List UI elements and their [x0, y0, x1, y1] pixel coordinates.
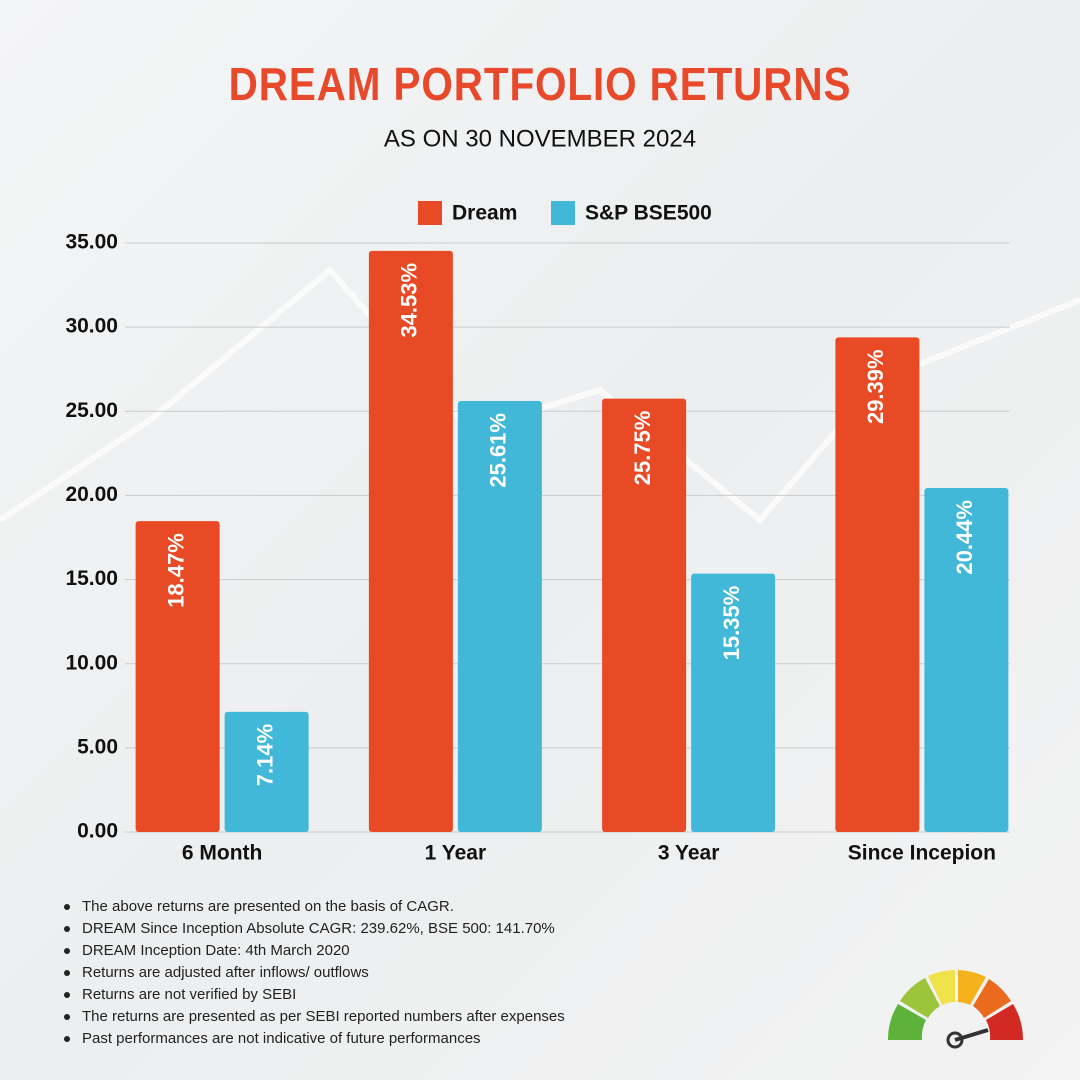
y-tick-label: 25.00: [65, 399, 118, 422]
value-label: 29.39%: [863, 349, 888, 424]
bar: [691, 573, 776, 832]
y-tick-label: 0.00: [77, 820, 118, 843]
bullet: [64, 992, 70, 998]
y-tick-label: 5.00: [77, 735, 118, 758]
chart-subtitle: AS ON 30 NOVEMBER 2024: [384, 125, 696, 152]
note: Returns are not verified by SEBI: [82, 986, 296, 1003]
value-label: 20.44%: [952, 500, 977, 575]
bar: [602, 398, 687, 832]
bullet: [64, 948, 70, 954]
legend-label: Dream: [452, 202, 517, 225]
bar: [457, 401, 542, 832]
bar: [368, 250, 453, 832]
bar: [135, 521, 220, 832]
bullet: [64, 970, 70, 976]
x-tick-label: 3 Year: [658, 842, 720, 865]
bullet: [64, 904, 70, 910]
value-label: 25.75%: [630, 411, 655, 486]
value-label: 15.35%: [719, 586, 744, 661]
note: DREAM Inception Date: 4th March 2020: [82, 942, 350, 959]
gauge-icon: [887, 970, 1024, 1049]
note: The above returns are presented on the b…: [82, 898, 454, 915]
value-label: 7.14%: [252, 724, 277, 786]
bullet: [64, 1014, 70, 1020]
y-tick-label: 15.00: [65, 567, 118, 590]
value-label: 25.61%: [486, 413, 511, 488]
note: The returns are presented as per SEBI re…: [82, 1008, 565, 1025]
x-tick-label: 1 Year: [425, 842, 487, 865]
bar: [924, 488, 1009, 832]
legend-label: S&P BSE500: [585, 202, 712, 225]
legend-swatch: [418, 201, 442, 225]
note: Past performances are not indicative of …: [82, 1030, 481, 1047]
x-tick-label: 6 Month: [182, 842, 262, 865]
legend-swatch: [551, 201, 575, 225]
bullet: [64, 926, 70, 932]
y-tick-label: 10.00: [65, 651, 118, 674]
bar: [224, 711, 309, 832]
y-tick-label: 35.00: [65, 231, 118, 254]
value-label: 18.47%: [163, 533, 188, 608]
value-label: 34.53%: [397, 263, 422, 338]
y-tick-label: 30.00: [65, 315, 118, 338]
bar: [835, 337, 920, 832]
note: Returns are adjusted after inflows/ outf…: [82, 964, 369, 981]
note: DREAM Since Inception Absolute CAGR: 239…: [82, 920, 555, 937]
chart-title: DREAM PORTFOLIO RETURNS: [229, 60, 852, 111]
bullet: [64, 1036, 70, 1042]
y-tick-label: 20.00: [65, 483, 118, 506]
x-tick-label: Since Incepion: [848, 842, 996, 865]
